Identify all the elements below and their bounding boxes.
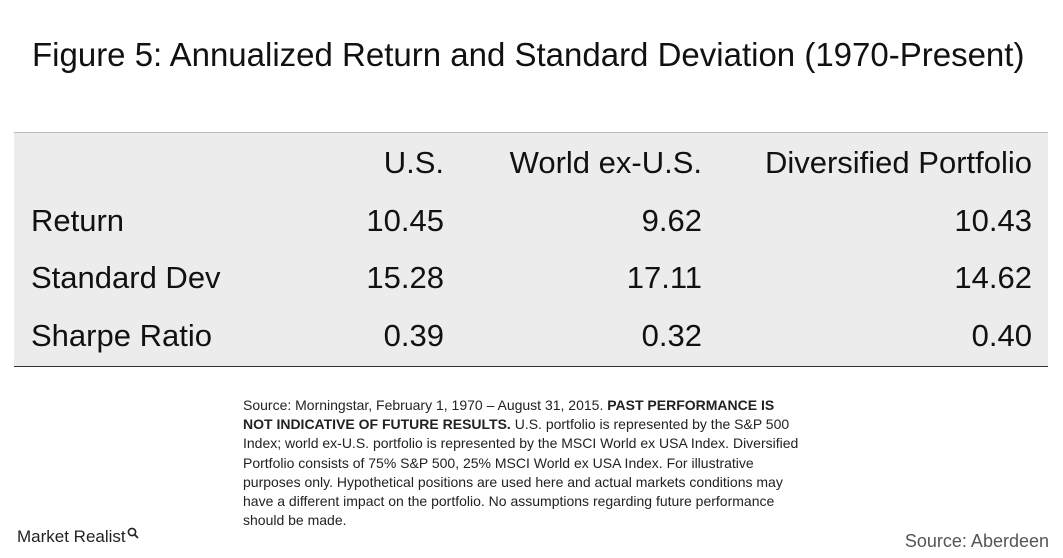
row-label-standard-dev: Standard Dev [31, 260, 221, 295]
column-header-diversified: Diversified Portfolio [764, 145, 1032, 180]
table-cell: 14.62 [954, 260, 1032, 295]
logo-text: Market Realist [17, 527, 126, 546]
footnote-disclaimer: PAST PERFORMANCE IS NOT INDICATIVE OF FU… [243, 397, 775, 433]
returns-table: U.S. World ex-U.S. Diversified Portfolio… [14, 132, 1048, 367]
table-cell: 10.43 [954, 203, 1032, 238]
market-realist-logo: Market Realist [17, 527, 139, 547]
table-row: Standard Dev 15.28 17.11 14.62 [14, 260, 1048, 316]
column-header-world-ex-us: World ex-U.S. [509, 145, 702, 180]
table-cell: 0.40 [971, 318, 1032, 353]
table-header-row: U.S. World ex-U.S. Diversified Portfolio [14, 145, 1048, 201]
table-cell: 0.39 [383, 318, 444, 353]
table-cell: 0.32 [641, 318, 702, 353]
column-header-us: U.S. [383, 145, 444, 180]
footnote-text-end: U.S. portfolio is represented by the S&P… [243, 416, 799, 529]
figure-title: Figure 5: Annualized Return and Standard… [32, 36, 1025, 73]
row-label-sharpe-ratio: Sharpe Ratio [31, 318, 212, 353]
source-credit: Source: Aberdeen [904, 531, 1049, 551]
source-footnote: Source: Morningstar, February 1, 1970 – … [243, 396, 803, 530]
table-cell: 10.45 [366, 203, 444, 238]
table-cell: 15.28 [366, 260, 444, 295]
table-row: Sharpe Ratio 0.39 0.32 0.40 [14, 318, 1048, 374]
footnote-text-start: Source: Morningstar, February 1, 1970 – … [243, 397, 608, 413]
row-label-return: Return [31, 203, 125, 238]
table-row: Return 10.45 9.62 10.43 [14, 203, 1048, 259]
table-cell: 9.62 [641, 203, 702, 238]
table-cell: 17.11 [626, 260, 702, 295]
magnifier-icon [127, 527, 139, 539]
